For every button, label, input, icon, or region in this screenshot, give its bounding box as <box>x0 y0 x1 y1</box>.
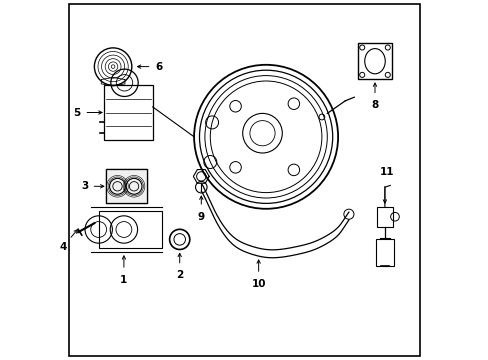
Bar <box>376 207 392 227</box>
Text: 5: 5 <box>73 108 81 117</box>
Text: 8: 8 <box>370 100 378 110</box>
Bar <box>99 211 162 248</box>
Text: 9: 9 <box>197 212 204 222</box>
Bar <box>357 43 391 79</box>
Bar <box>375 239 393 266</box>
Bar <box>106 169 147 203</box>
Text: 3: 3 <box>81 181 88 191</box>
Bar <box>104 85 152 140</box>
Text: 4: 4 <box>59 242 66 252</box>
Text: 1: 1 <box>120 275 127 285</box>
Text: 10: 10 <box>251 279 265 289</box>
Text: 6: 6 <box>155 62 162 72</box>
Text: 2: 2 <box>176 270 183 280</box>
Bar <box>106 169 147 203</box>
Bar <box>106 169 147 203</box>
Text: 11: 11 <box>379 167 393 177</box>
